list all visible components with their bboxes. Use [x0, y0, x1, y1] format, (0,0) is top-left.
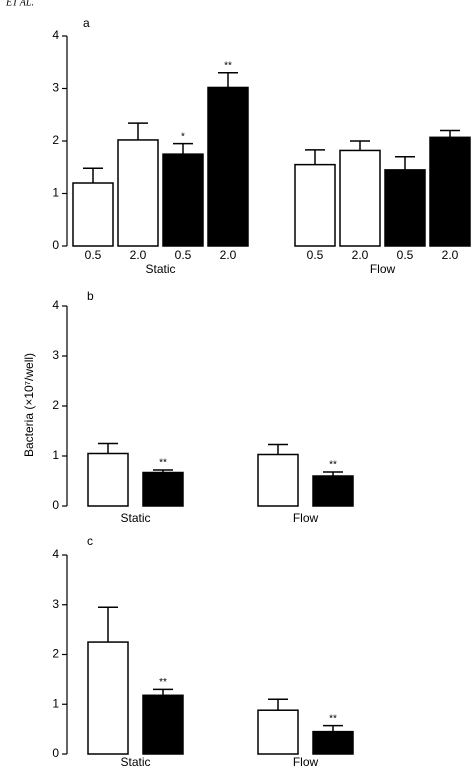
bar [339, 149, 381, 247]
bar [384, 169, 426, 247]
group-label: Flow [370, 262, 396, 276]
y-tick-label: 3 [52, 81, 59, 95]
y-tick-label: 1 [52, 696, 59, 710]
significance-label: ** [329, 713, 337, 724]
bar [429, 136, 471, 247]
x-tick-label: 2.0 [352, 248, 369, 262]
bar [312, 475, 354, 507]
bar [72, 182, 114, 247]
x-tick-label: 0.5 [175, 248, 192, 262]
bar [117, 139, 159, 247]
x-tick-label: 2.0 [130, 248, 147, 262]
bar [207, 86, 249, 247]
group-label: Static [120, 755, 150, 769]
group-label: Flow [293, 755, 319, 769]
y-tick-label: 2 [52, 647, 59, 661]
panel-label: c [87, 534, 93, 548]
bar [312, 730, 354, 755]
x-tick-label: 2.0 [442, 248, 459, 262]
y-tick-label: 1 [52, 186, 59, 200]
x-tick-label: 0.5 [397, 248, 414, 262]
y-tick-label: 4 [52, 547, 59, 561]
bar [257, 453, 299, 507]
significance-label: ** [224, 60, 232, 71]
y-tick-label: 2 [52, 398, 59, 412]
group-label: Static [120, 511, 150, 525]
y-tick-label: 0 [52, 746, 59, 760]
running-header: ET AL. [5, 0, 34, 8]
bar [142, 694, 184, 755]
significance-label: ** [159, 677, 167, 688]
y-tick-label: 3 [52, 348, 59, 362]
y-axis-label: Bacteria (×10⁷/well) [22, 353, 36, 457]
y-tick-label: 0 [52, 498, 59, 512]
bar [257, 709, 299, 755]
group-label: Static [145, 262, 175, 276]
significance-label: * [181, 131, 185, 142]
panel-label: b [87, 289, 94, 303]
y-tick-label: 0 [52, 238, 59, 252]
y-tick-label: 3 [52, 597, 59, 611]
x-tick-label: 0.5 [307, 248, 324, 262]
y-tick-label: 2 [52, 133, 59, 147]
group-label: Flow [293, 511, 319, 525]
bar [162, 153, 204, 247]
bar [142, 471, 184, 507]
panel-label: a [83, 16, 90, 30]
significance-label: ** [159, 458, 167, 469]
x-tick-label: 2.0 [220, 248, 237, 262]
y-tick-label: 4 [52, 28, 59, 42]
bar [294, 163, 336, 247]
bar [87, 641, 129, 755]
x-tick-label: 0.5 [85, 248, 102, 262]
y-tick-label: 4 [52, 298, 59, 312]
significance-label: ** [329, 460, 337, 471]
y-tick-label: 1 [52, 448, 59, 462]
bar [87, 452, 129, 507]
